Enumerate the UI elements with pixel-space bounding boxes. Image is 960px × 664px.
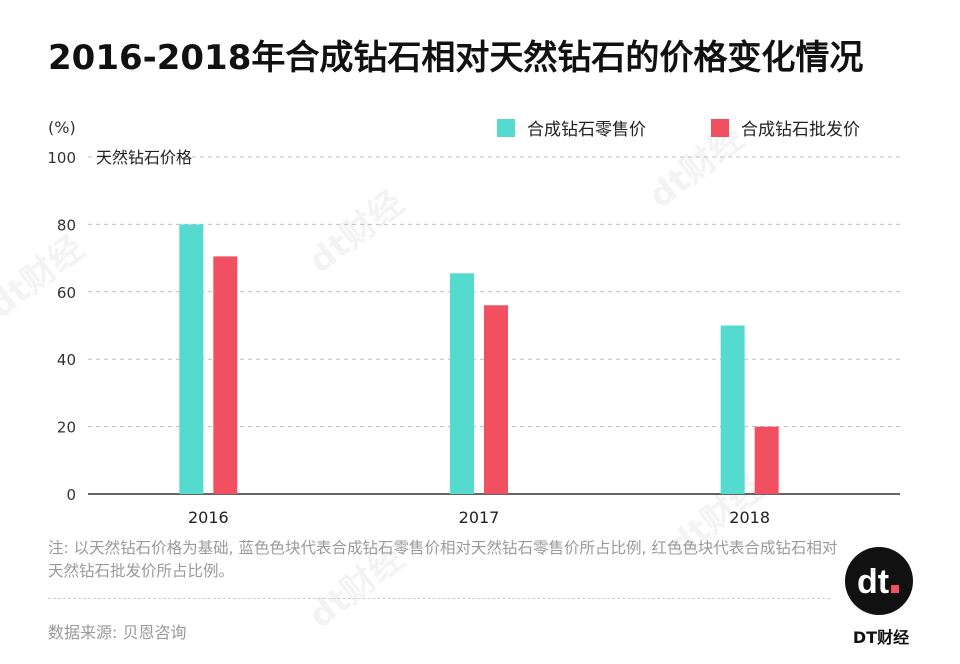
bar-wholesale-2016: [213, 256, 238, 494]
brand-logo-text: dt: [857, 563, 889, 601]
legend-label-wholesale: 合成钻石批发价: [741, 120, 860, 140]
y-tick-label: 40: [57, 351, 76, 369]
bar-wholesale-2017: [484, 305, 508, 494]
legend-label-retail: 合成钻石零售价: [527, 120, 646, 140]
legend-item-wholesale: 合成钻石批发价: [711, 115, 860, 140]
brand-logo-dot: [891, 585, 899, 593]
legend-swatch-retail: [497, 118, 515, 137]
chart-note: 注: 以天然钻石价格为基础, 蓝色色块代表合成钻石零售价相对天然钻石零售价所占比…: [48, 539, 838, 580]
x-tick-label: 2016: [188, 508, 229, 527]
y-tick-label: 100: [47, 149, 76, 167]
brand-logo: dt: [845, 547, 913, 615]
y-tick-label: 20: [57, 419, 76, 437]
x-tick-label: 2018: [729, 508, 770, 527]
bar-retail-2016: [179, 224, 204, 494]
bar-retail-2018: [720, 325, 745, 494]
legend-item-retail: 合成钻石零售价: [497, 115, 646, 140]
y-tick-label: 80: [57, 216, 76, 234]
bar-retail-2017: [450, 273, 474, 494]
brand-logo-icon: dt: [857, 563, 899, 601]
y-tick-label: 60: [57, 284, 76, 302]
y-tick-label: 0: [66, 486, 76, 504]
natural-diamond-price-label: 天然钻石价格: [96, 148, 192, 167]
footer-divider: [48, 598, 830, 599]
chart-title: 2016-2018年合成钻石相对天然钻石的价格变化情况: [48, 38, 864, 78]
y-axis-unit: (%): [48, 118, 76, 137]
legend-swatch-wholesale: [711, 118, 729, 137]
x-tick-label: 2017: [459, 508, 500, 527]
bar-wholesale-2018: [754, 426, 779, 494]
brand-name: DT财经: [852, 628, 910, 647]
data-source: 数据来源: 贝恩咨询: [48, 623, 187, 642]
